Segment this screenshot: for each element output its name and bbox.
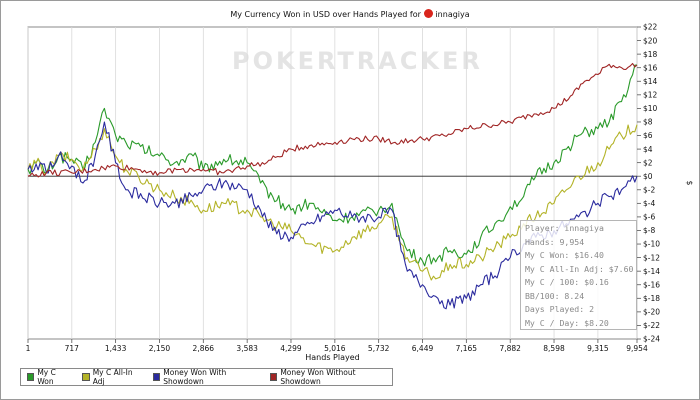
- x-tick-label: 2,150: [149, 344, 171, 353]
- x-tick-label: 2,866: [193, 344, 215, 353]
- stats-line: Hands: 9,954: [525, 236, 585, 247]
- y-tick-label: $-20: [643, 308, 660, 317]
- stats-line: BB/100: 8.24: [525, 290, 585, 301]
- legend-item[interactable]: Money Won Without Showdown: [269, 368, 386, 386]
- legend-label: My C All-In Adj: [92, 368, 133, 386]
- stats-line: My C All-In Adj: $7.60: [525, 263, 634, 274]
- x-tick-label: 5,732: [368, 344, 390, 353]
- y-tick-label: $6: [643, 131, 653, 140]
- chart-title-text: My Currency Won in USD over Hands Played…: [230, 10, 421, 19]
- x-tick-label: 6,449: [412, 344, 434, 353]
- x-tick-label: 5,016: [324, 344, 346, 353]
- series-line-money-won-without-showdown: [27, 62, 638, 178]
- y-axis-label: $: [685, 181, 694, 186]
- legend-swatch-icon: [27, 373, 35, 381]
- y-axis-ticks: $22 $20 $18 $16 $14 $12 $10 $8 $6 $4 $2 $0 $-2 $-4 $-6…: [637, 23, 660, 344]
- x-tick-label: 1,433: [105, 344, 127, 353]
- series-line-my-c-all-in-adj: [27, 124, 638, 281]
- y-tick-label: $4: [643, 145, 653, 154]
- player-name: innagiya: [435, 10, 470, 19]
- watermark: POKERTRACKER: [232, 47, 483, 75]
- legend-swatch-icon: [269, 373, 278, 381]
- y-tick-label: $18: [643, 50, 658, 59]
- y-tick-label: $0: [643, 172, 653, 181]
- y-tick-label: $-12: [643, 253, 660, 262]
- x-tick-label: 7,882: [499, 344, 521, 353]
- y-tick-label: $8: [643, 118, 653, 127]
- x-axis-label: Hands Played: [305, 353, 359, 362]
- x-tick-label: 3,583: [236, 344, 258, 353]
- y-tick-label: $-14: [643, 267, 660, 276]
- stats-line: My C / 100: $0.16: [525, 277, 609, 287]
- stats-line: My C Won: $16.40: [525, 250, 604, 260]
- y-tick-label: $22: [643, 23, 658, 32]
- y-tick-label: $-16: [643, 280, 660, 289]
- y-tick-label: $2: [643, 158, 653, 167]
- x-tick-label: 8,598: [543, 344, 565, 353]
- stats-line: My C / Day: $8.20: [525, 317, 609, 328]
- chart-title: My Currency Won in USD over Hands Played…: [0, 9, 700, 19]
- x-tick-label: 7,165: [456, 344, 478, 353]
- x-tick-label: 9,954: [626, 344, 648, 353]
- y-tick-label: $-10: [643, 240, 660, 249]
- legend-item[interactable]: My C Won: [27, 368, 70, 386]
- y-tick-label: $16: [643, 63, 658, 72]
- legend-label: Money Won With Showdown: [163, 368, 227, 386]
- y-tick-label: $12: [643, 91, 658, 100]
- x-tick-label: 4,299: [280, 344, 302, 353]
- y-tick-label: $-8: [643, 226, 655, 235]
- legend-label: Money Won Without Showdown: [280, 368, 356, 386]
- x-axis-ticks: 1 717 1,433 2,150 2,866 3,583 4,299 5,016 5,732 6…: [26, 339, 648, 353]
- y-tick-label: $20: [643, 36, 658, 45]
- grid-lines: [27, 27, 638, 339]
- y-tick-label: $-22: [643, 321, 660, 330]
- series-line-my-c-won: [27, 64, 638, 267]
- legend-item[interactable]: My C All-In Adj: [82, 368, 141, 386]
- y-tick-label: $-2: [643, 185, 655, 194]
- stats-box: Player: innagiya Hands: 9,954 My C Won: $1…: [520, 220, 637, 330]
- legend: My C Won My C All-In Adj Money Won With Sh…: [20, 368, 393, 386]
- legend-item[interactable]: Money Won With Showdown: [152, 368, 258, 386]
- y-tick-label: $14: [643, 77, 658, 86]
- y-tick-label: $-18: [643, 294, 660, 303]
- x-tick-label: 717: [65, 344, 80, 353]
- pokertracker-logo-icon: [424, 9, 434, 18]
- stats-line: Days Played: 2: [525, 304, 595, 314]
- y-tick-label: $-4: [643, 199, 655, 208]
- y-tick-label: $-6: [643, 213, 655, 222]
- legend-swatch-icon: [152, 373, 161, 381]
- legend-label: My C Won: [37, 368, 56, 386]
- x-tick-label: 1: [26, 344, 31, 353]
- stats-line: Player: innagiya: [525, 223, 604, 233]
- y-tick-label: $-24: [643, 335, 660, 344]
- y-tick-label: $10: [643, 104, 658, 113]
- legend-swatch-icon: [82, 373, 90, 381]
- x-tick-label: 9,315: [587, 344, 609, 353]
